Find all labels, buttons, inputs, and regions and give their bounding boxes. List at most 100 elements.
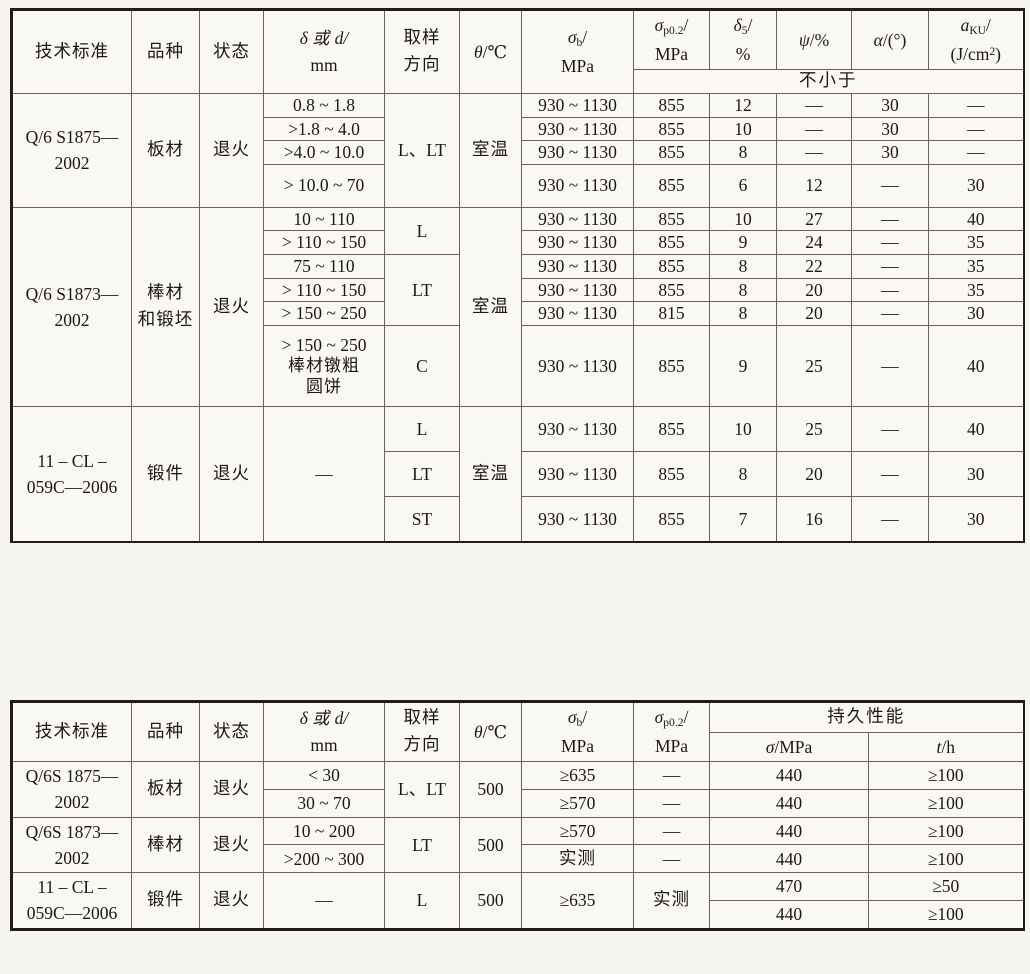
cell-direction: ST — [384, 496, 460, 543]
cell2-state: 退火 — [199, 816, 264, 874]
cell-sigma-p02: 855 — [633, 140, 710, 165]
th-sigma-p02-unit: MPa — [654, 44, 689, 65]
table-row: 440 ≥100 — [12, 899, 1025, 931]
cell-sigma-b: 930 ~ 1130 — [521, 230, 634, 256]
cell-size: >1.8 ~ 4.0 — [263, 116, 385, 142]
cell2-e-time: ≥100 — [868, 761, 1025, 790]
cell-sigma-p02: 855 — [633, 277, 710, 303]
th2-tech-standard: 技术标准 — [10, 699, 132, 763]
cell-psi: — — [776, 140, 852, 165]
cell-aku: 35 — [928, 254, 1025, 279]
th2-endurance-sigma: σ/MPa — [709, 731, 869, 763]
cell-direction: L — [384, 206, 460, 256]
table-row: 30 ~ 70 ≥570 — 440 ≥100 — [12, 788, 1025, 818]
cell2-sigma-p02: — — [633, 816, 710, 846]
cell-alpha: — — [851, 406, 929, 452]
cell-aku: 35 — [928, 230, 1025, 256]
th-alpha: α/(°) — [851, 7, 929, 71]
cell2-sigma-p02: — — [633, 761, 710, 790]
th-aku: aKU/(J/cm2) — [928, 7, 1025, 71]
cell2-e-sigma: 470 — [709, 872, 869, 901]
table1-header-row: 技术标准 品种 状态 δ 或 d/ mm 取样 方向 θ/℃ σb/MPa σp… — [10, 7, 1025, 94]
cell-sigma-p02: 855 — [633, 406, 710, 452]
cell-size: 10 ~ 110 — [263, 206, 385, 232]
cell-aku: 30 — [928, 163, 1025, 208]
cell2-e-sigma: 440 — [709, 761, 869, 790]
th-not-less-than: 不小于 — [633, 69, 1025, 94]
cell-delta5: 6 — [709, 163, 777, 208]
cell-alpha: — — [851, 496, 929, 543]
size-line2: 棒材镦粗 — [288, 356, 360, 377]
variety-line2: 和锻坯 — [137, 309, 194, 330]
cell2-size: < 30 — [263, 761, 385, 790]
cell-direction: LT — [384, 254, 460, 326]
table-row: > 150 ~ 250 930 ~ 1130 815 8 20 — 30 — [12, 301, 1025, 326]
cell-sigma-b: 930 ~ 1130 — [521, 140, 634, 165]
table-row: Q/6S 1873— 2002 棒材 退火 10 ~ 200 LT 500 ≥5… — [10, 816, 1025, 874]
cell2-e-time: ≥100 — [868, 788, 1025, 818]
table-row: 75 ~ 110 LT 930 ~ 1130 855 8 22 — 35 — [12, 254, 1025, 326]
th-psi: ψ/% — [776, 7, 852, 71]
cell2-tech-standard: Q/6S 1875— 2002 — [10, 761, 132, 818]
cell-sigma-b: 930 ~ 1130 — [521, 254, 634, 279]
table-row: >4.0 ~ 10.0 930 ~ 1130 855 8 — 30 — — [12, 140, 1025, 165]
th-direction-line2: 方向 — [403, 54, 441, 75]
cell-psi: — — [776, 116, 852, 142]
cell2-sigma-b: ≥570 — [521, 816, 634, 846]
cell2-direction: L — [384, 872, 460, 931]
cell-alpha: 30 — [851, 116, 929, 142]
cell-direction: C — [384, 325, 460, 407]
endurance-properties-table: 技术标准 品种 状态 δ 或 d/ mm 取样 方向 θ/℃ σb/MPa σp… — [10, 699, 1025, 931]
cell2-state: 退火 — [199, 761, 264, 818]
table-row: > 150 ~ 250 棒材镦粗 圆饼 C 930 ~ 1130 855 9 2… — [12, 325, 1025, 407]
cell2-variety: 板材 — [131, 761, 200, 818]
cell2-size: — — [263, 872, 385, 931]
cell2-sigma-b: 实测 — [521, 844, 634, 874]
th-direction-line1: 取样 — [403, 27, 441, 48]
th2-temperature: θ/℃ — [459, 699, 522, 763]
cell2-e-sigma: 440 — [709, 816, 869, 846]
variety-line1: 棒材 — [147, 282, 184, 303]
cell2-size: 10 ~ 200 — [263, 816, 385, 846]
th-sigma-p02: σp0.2/MPa — [633, 7, 710, 71]
std-line2: 2002 — [54, 153, 90, 174]
cell-direction: LT — [384, 451, 460, 497]
cell2-sigma-p02: — — [633, 844, 710, 874]
cell2-e-time: ≥100 — [868, 816, 1025, 846]
cell-aku: — — [928, 92, 1025, 118]
cell-psi: 25 — [776, 406, 852, 452]
cell-delta5: 7 — [709, 496, 777, 543]
table2-header-row: 技术标准 品种 状态 δ 或 d/ mm 取样 方向 θ/℃ σb/MPa σp… — [10, 699, 1025, 763]
cell-alpha: — — [851, 254, 929, 279]
th2-variety: 品种 — [131, 699, 200, 763]
size-line3: 圆饼 — [306, 377, 342, 398]
cell2-direction: L、LT — [384, 761, 460, 818]
cell-variety: 棒材 和锻坯 — [131, 206, 200, 408]
table-row: > 10.0 ~ 70 930 ~ 1130 855 6 12 — 30 — [12, 163, 1025, 208]
cell2-e-time: ≥100 — [868, 899, 1025, 931]
cell2-e-time: ≥50 — [868, 872, 1025, 901]
std-line1: Q/6S 1873— — [25, 821, 119, 842]
cell-aku: 30 — [928, 451, 1025, 497]
cell-tech-standard: Q/6 S1873— 2002 — [10, 206, 132, 408]
th-thickness-line2: mm — [310, 55, 338, 76]
th-variety: 品种 — [131, 8, 200, 94]
mechanical-properties-table: 技术标准 品种 状态 δ 或 d/ mm 取样 方向 θ/℃ σb/MPa σp… — [10, 7, 1025, 543]
table-row: 11 – CL – 059C—2006 锻件 退火 — L 500 ≥635 实… — [10, 872, 1025, 931]
cell-aku: — — [928, 140, 1025, 165]
table-row: 11 – CL – 059C—2006 锻件 退火 — L 室温 930 ~ 1… — [10, 406, 1025, 543]
th2-sigma-b: σb/MPa — [521, 699, 634, 763]
std-line2: 2002 — [54, 792, 90, 813]
cell-state: 退火 — [199, 92, 264, 208]
cell-size: — — [263, 406, 385, 543]
th2-direction-line2: 方向 — [403, 735, 441, 756]
th2-endurance: 持久性能 — [709, 700, 1025, 733]
cell-delta5: 10 — [709, 116, 777, 142]
th-delta5-unit: % — [735, 44, 751, 65]
th-tech-standard: 技术标准 — [10, 8, 132, 94]
cell-alpha: — — [851, 163, 929, 208]
cell-sigma-b: 930 ~ 1130 — [521, 277, 634, 303]
cell-sigma-p02: 855 — [633, 206, 710, 232]
cell-sigma-b: 930 ~ 1130 — [521, 301, 634, 326]
cell2-direction: LT — [384, 816, 460, 874]
